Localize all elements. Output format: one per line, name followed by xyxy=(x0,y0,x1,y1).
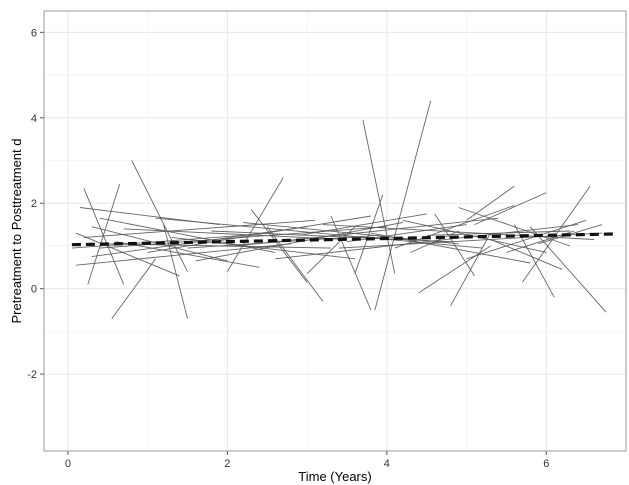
series-line xyxy=(466,219,587,260)
x-axis: 0 2 4 6 xyxy=(65,451,549,470)
y-tick-label: 6 xyxy=(31,27,37,39)
series-line xyxy=(466,185,515,221)
series-line xyxy=(362,119,396,274)
y-axis-title: Pretreatment to Posttreatment d xyxy=(9,139,24,324)
y-tick-label: 0 xyxy=(31,284,37,296)
x-tick-label: 0 xyxy=(65,458,71,470)
y-axis: -2 0 2 4 6 xyxy=(27,27,44,381)
series-line xyxy=(111,258,156,319)
plot-frame xyxy=(43,10,627,452)
series-line xyxy=(87,183,121,285)
y-tick-label: -2 xyxy=(27,369,37,381)
series-line xyxy=(75,232,180,277)
series-line xyxy=(322,224,595,240)
series-line xyxy=(163,224,188,319)
series-line xyxy=(394,204,515,249)
series-line xyxy=(115,241,260,268)
y-tick-label: 4 xyxy=(31,113,37,125)
series-line xyxy=(529,226,607,313)
plot-area xyxy=(71,100,615,319)
x-tick-label: 4 xyxy=(384,458,390,470)
series-line xyxy=(374,100,432,311)
x-tick-label: 6 xyxy=(543,458,549,470)
series-line xyxy=(83,219,316,238)
series-line xyxy=(227,177,284,272)
x-tick-label: 2 xyxy=(224,458,230,470)
mean-trend xyxy=(71,232,615,247)
series-line xyxy=(235,217,499,247)
series-line xyxy=(275,224,579,260)
series-line xyxy=(354,194,384,274)
series-line xyxy=(450,232,491,307)
y-tick-label: 2 xyxy=(31,198,37,210)
series-line xyxy=(338,232,603,249)
series-lines xyxy=(71,100,607,319)
series-line xyxy=(490,239,563,270)
series-line xyxy=(250,209,308,283)
series-line xyxy=(243,222,459,245)
series-line xyxy=(418,245,491,294)
mean-trend-line xyxy=(71,232,615,247)
x-axis-title: Time (Years) xyxy=(298,469,371,484)
series-line xyxy=(211,230,451,243)
